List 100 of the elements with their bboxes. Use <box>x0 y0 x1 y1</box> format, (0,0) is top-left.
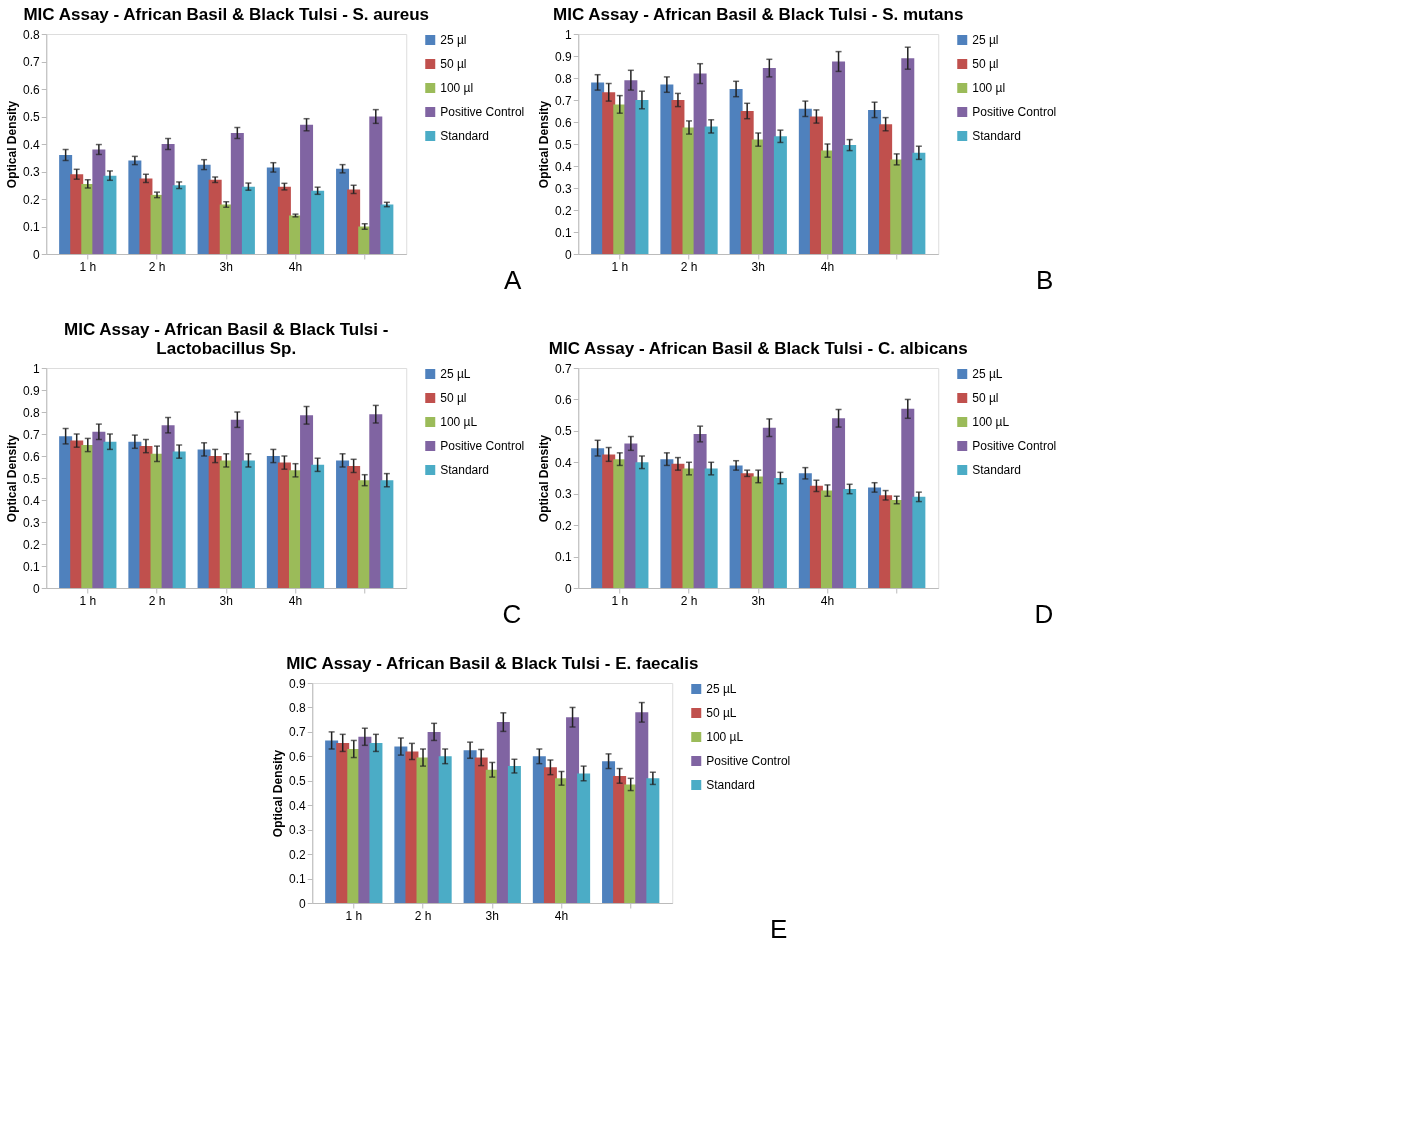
bar <box>901 58 915 254</box>
bar <box>405 751 419 903</box>
y-tick-label: 0.3 <box>289 823 307 838</box>
x-tick-label: 4h <box>820 593 835 608</box>
bar <box>912 152 926 254</box>
bar <box>773 136 787 254</box>
y-tick-label: 0 <box>565 247 573 262</box>
bar <box>438 756 452 903</box>
bar <box>577 773 591 903</box>
y-tick-label: 0 <box>565 581 573 596</box>
y-tick-label: 0.8 <box>23 27 41 42</box>
y-tick-label: 0.9 <box>23 383 41 398</box>
bar <box>230 133 244 254</box>
y-tick-label: 0.5 <box>289 774 307 789</box>
legend-label: 50 µl <box>440 57 467 71</box>
bar <box>635 462 649 588</box>
y-tick-label: 0.1 <box>23 220 41 234</box>
bar <box>380 480 394 588</box>
bar <box>347 189 361 254</box>
legend-label: 25 µL <box>440 367 471 381</box>
legend-label: 100 µL <box>440 415 478 429</box>
y-tick-label: 0.4 <box>289 798 307 813</box>
legend-label: Positive Control <box>972 105 1057 119</box>
legend-label: Positive Control <box>440 105 525 119</box>
bar <box>635 100 649 254</box>
legend-label: 100 µl <box>972 81 1006 95</box>
bar <box>671 463 685 588</box>
y-tick-label: 0.1 <box>23 559 41 574</box>
bar <box>773 478 787 588</box>
x-tick-label: 3h <box>219 259 233 274</box>
y-tick-label: 0.5 <box>555 137 573 152</box>
legend-label: 25 µL <box>972 367 1003 381</box>
y-tick-label: 0 <box>299 896 307 911</box>
y-tick-label: 0.5 <box>555 424 573 439</box>
x-tick-label: 2 h <box>680 593 698 608</box>
bar <box>369 116 383 254</box>
bar <box>172 451 186 588</box>
legend-label: 50 µL <box>706 706 737 720</box>
bar <box>704 468 718 588</box>
y-tick-label: 1 <box>565 27 573 42</box>
y-tick-label: 0.7 <box>23 427 41 442</box>
y-tick-label: 0.3 <box>555 181 573 196</box>
y-tick-label: 0.8 <box>23 405 41 420</box>
y-tick-label: 0.7 <box>555 93 573 108</box>
bar <box>369 742 383 903</box>
x-tick-label: 4h <box>554 908 569 923</box>
y-tick-label: 0.2 <box>555 518 573 533</box>
bar <box>507 766 521 903</box>
x-tick-label: 4h <box>288 593 303 608</box>
bar <box>843 145 857 254</box>
chart-title: MIC Assay - African Basil & Black Tulsi - Lactobacillus Sp. <box>64 320 389 358</box>
x-tick-label: 2 h <box>680 259 698 274</box>
y-tick-label: 0.3 <box>23 515 41 530</box>
y-tick-label: 0.5 <box>23 110 41 124</box>
y-tick-label: 0.8 <box>289 700 307 715</box>
y-tick-label: 1 <box>33 361 41 376</box>
bar <box>912 496 926 588</box>
x-tick-label: 2 h <box>148 259 166 274</box>
x-tick-label: 1 h <box>79 593 97 608</box>
y-tick-label: 0 <box>33 581 41 596</box>
bar <box>901 408 915 588</box>
legend-label: 50 µl <box>972 391 999 405</box>
bar <box>646 778 660 903</box>
y-tick-label: 0.8 <box>555 71 573 86</box>
y-tick-label: 0.4 <box>23 493 41 508</box>
y-tick-label: 0.2 <box>289 847 307 862</box>
y-tick-label: 0.4 <box>555 159 573 174</box>
legend-label: Standard <box>440 463 489 477</box>
y-tick-label: 0.6 <box>23 82 41 97</box>
y-tick-label: 0.6 <box>555 115 573 130</box>
x-tick-label: 1 h <box>345 908 363 923</box>
y-tick-label: 0.4 <box>555 455 573 470</box>
y-tick-label: 0.2 <box>23 537 41 552</box>
y-tick-label: 0.1 <box>555 550 573 565</box>
legend-label: 25 µl <box>972 33 999 47</box>
x-tick-label: 3h <box>751 259 765 274</box>
y-tick-label: 0.9 <box>555 49 573 64</box>
y-tick-label: 0.3 <box>23 165 41 179</box>
legend-label: Positive Control <box>706 754 791 768</box>
chart-title: MIC Assay - African Basil & Black Tulsi - S. mutans <box>553 5 964 24</box>
x-tick-label: 3h <box>219 593 233 608</box>
legend-label: Standard <box>440 129 489 143</box>
legend-label: Standard <box>972 463 1021 477</box>
x-tick-label: 3h <box>751 593 765 608</box>
bar <box>704 126 718 254</box>
x-tick-label: 1 h <box>79 259 97 274</box>
y-tick-label: 0.7 <box>289 725 307 740</box>
legend-label: 25 µL <box>706 682 737 696</box>
y-tick-label: 0.7 <box>555 361 573 376</box>
legend-label: 25 µl <box>440 33 467 47</box>
bar <box>671 100 685 254</box>
y-tick-label: 0.5 <box>23 471 41 486</box>
bar <box>300 124 314 254</box>
x-tick-label: 3h <box>485 908 499 923</box>
legend-label: Standard <box>706 778 755 792</box>
chart-title: MIC Assay - African Basil & Black Tulsi - E. faecalis <box>286 654 699 673</box>
y-tick-label: 0.4 <box>23 137 41 152</box>
y-tick-label: 0.2 <box>23 192 41 207</box>
legend-label: 50 µl <box>972 57 999 71</box>
x-tick-label: 1 h <box>611 593 629 608</box>
